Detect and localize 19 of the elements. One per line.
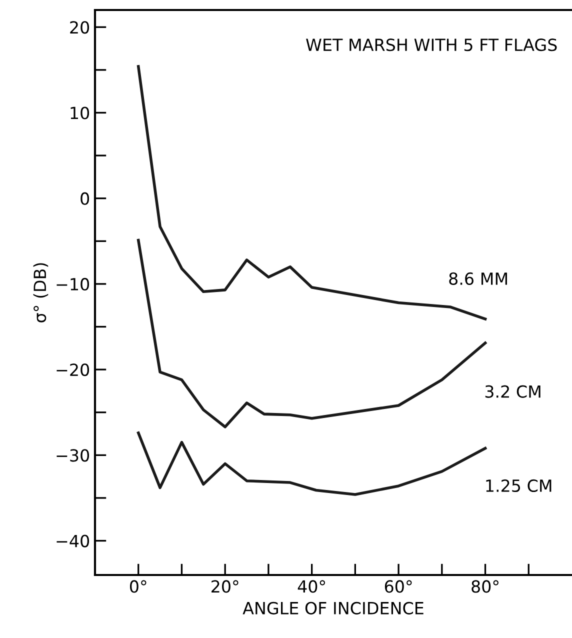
- y-tick-label: 20: [70, 21, 90, 34]
- x-tick-label: 80°: [472, 580, 498, 593]
- x-tick-label: 0°: [130, 580, 146, 593]
- y-tick-label: −30: [56, 449, 90, 462]
- y-tick-label: −20: [56, 364, 90, 376]
- y-tick-label: −10: [56, 278, 90, 291]
- y-axis-title: σ° (DB): [33, 263, 48, 322]
- series-label: 8.6 MM: [449, 272, 507, 285]
- y-tick-label: 10: [70, 106, 90, 120]
- x-axis-title: ANGLE OF INCIDENCE: [242, 602, 424, 614]
- line-series: [136, 432, 487, 496]
- series-label: 3.2 CM: [485, 385, 540, 398]
- y-tick-label: −40: [56, 534, 90, 548]
- x-tick-label: 20°: [212, 580, 238, 593]
- x-tick-label: 40°: [298, 580, 325, 593]
- x-tick-label: 60°: [384, 580, 412, 593]
- text: WET MARSH WITH 5 FT FLAGS: [306, 38, 557, 52]
- series-label: 1.25 CM: [486, 479, 552, 492]
- y-tick-label: 0: [80, 192, 90, 205]
